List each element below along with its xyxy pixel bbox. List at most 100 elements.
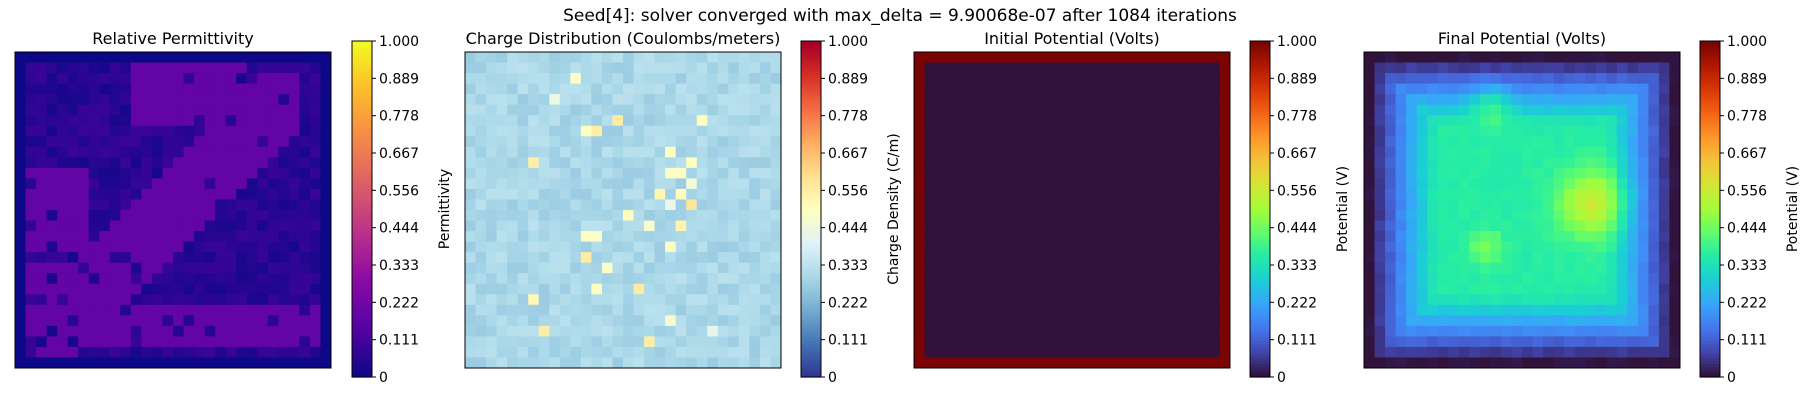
heatmap-cell — [36, 241, 48, 253]
heatmap-cell — [770, 167, 782, 179]
heatmap-cell — [1029, 188, 1041, 200]
heatmap-cell — [749, 125, 761, 137]
colorbar-band — [1250, 88, 1270, 92]
heatmap-cell — [36, 357, 48, 369]
heatmap-cell — [1219, 220, 1231, 232]
heatmap-cell — [36, 104, 48, 116]
heatmap-cell — [717, 146, 729, 158]
colorbar-band — [1250, 57, 1270, 62]
heatmap-cell — [914, 188, 926, 200]
heatmap-cell — [1040, 146, 1052, 158]
heatmap-cell — [1595, 178, 1607, 190]
colorbar-band — [801, 276, 821, 281]
heatmap-cell — [1500, 304, 1512, 316]
heatmap-cell — [559, 199, 571, 211]
heatmap-cell — [770, 115, 782, 127]
heatmap-cell — [15, 231, 27, 243]
heatmap-cell — [914, 94, 926, 106]
heatmap-cell — [517, 220, 529, 232]
heatmap-cell — [549, 325, 561, 337]
heatmap-cell — [1406, 83, 1418, 95]
colorbar-band — [1250, 282, 1270, 287]
heatmap-cell — [1448, 83, 1460, 95]
colorbar-band — [352, 276, 372, 281]
heatmap-cell — [1187, 199, 1199, 211]
heatmap-cell — [120, 325, 132, 337]
heatmap-cell — [987, 283, 999, 295]
heatmap-cell — [299, 283, 311, 295]
heatmap-cell — [1627, 157, 1639, 169]
heatmap-cell — [1082, 157, 1094, 169]
heatmap-cell — [309, 325, 321, 337]
heatmap-cell — [141, 146, 153, 158]
heatmap-cell — [1511, 346, 1523, 358]
heatmap-cell — [88, 83, 100, 95]
heatmap-cell — [1082, 73, 1094, 85]
heatmap-cell — [1427, 241, 1439, 253]
heatmap-cell — [320, 167, 332, 179]
heatmap-cell — [570, 294, 582, 306]
heatmap-cell — [151, 252, 163, 264]
heatmap-cell — [707, 315, 719, 327]
heatmap-cell — [1616, 188, 1628, 200]
heatmap-cell — [1627, 336, 1639, 348]
heatmap-cell — [1061, 346, 1073, 358]
heatmap-cell — [686, 62, 698, 74]
heatmap-cell — [914, 336, 926, 348]
heatmap-cell — [25, 315, 37, 327]
heatmap-cell — [1669, 73, 1681, 85]
heatmap-cell — [1008, 146, 1020, 158]
heatmap-cell — [465, 167, 477, 179]
heatmap-cell — [770, 83, 782, 95]
heatmap-cell — [309, 210, 321, 222]
colorbar-band — [1700, 185, 1720, 190]
colorbar-band — [801, 343, 821, 348]
heatmap-cell — [1208, 294, 1220, 306]
colorbar-band — [801, 299, 821, 304]
colorbar-band — [1250, 229, 1270, 234]
heatmap-cell — [1124, 115, 1136, 127]
heatmap-cell — [36, 178, 48, 190]
heatmap-cell — [1469, 357, 1481, 369]
heatmap-cell — [1364, 241, 1376, 253]
heatmap-cell — [977, 136, 989, 148]
heatmap-cell — [749, 104, 761, 116]
heatmap-cell — [675, 125, 687, 137]
heatmap-cell — [1093, 273, 1105, 285]
heatmap-cell — [320, 357, 332, 369]
colorbar-band — [1700, 262, 1720, 267]
colorbar-band — [352, 272, 372, 277]
heatmap-cell — [654, 304, 666, 316]
heatmap-cell — [1522, 83, 1534, 95]
heatmap-cell — [15, 188, 27, 200]
heatmap-cell — [1479, 262, 1491, 274]
heatmap-cell — [1616, 325, 1628, 337]
heatmap-cell — [517, 167, 529, 179]
heatmap-cell — [1029, 252, 1041, 264]
heatmap-cell — [278, 241, 290, 253]
colorbar-band — [1250, 232, 1270, 237]
heatmap-cell — [278, 210, 290, 222]
heatmap-cell — [717, 73, 729, 85]
heatmap-cell — [696, 325, 708, 337]
heatmap-cell — [496, 188, 508, 200]
heatmap-cell — [717, 52, 729, 64]
heatmap-cell — [120, 231, 132, 243]
heatmap-cell — [1093, 73, 1105, 85]
heatmap-cell — [225, 178, 237, 190]
colorbar-tick-label: 0.222 — [379, 295, 419, 311]
heatmap-cell — [1490, 273, 1502, 285]
heatmap-cell — [1479, 336, 1491, 348]
heatmap-cell — [1511, 104, 1523, 116]
heatmap-cell — [1374, 167, 1386, 179]
heatmap-cell — [1135, 199, 1147, 211]
heatmap-cell — [1008, 52, 1020, 64]
heatmap-cell — [738, 188, 750, 200]
colorbar-band — [352, 121, 372, 126]
heatmap-cell — [665, 273, 677, 285]
heatmap-cell — [749, 73, 761, 85]
heatmap-cell — [1448, 125, 1460, 137]
heatmap-cell — [173, 336, 185, 348]
heatmap-cell — [1511, 262, 1523, 274]
heatmap-cell — [204, 346, 216, 358]
